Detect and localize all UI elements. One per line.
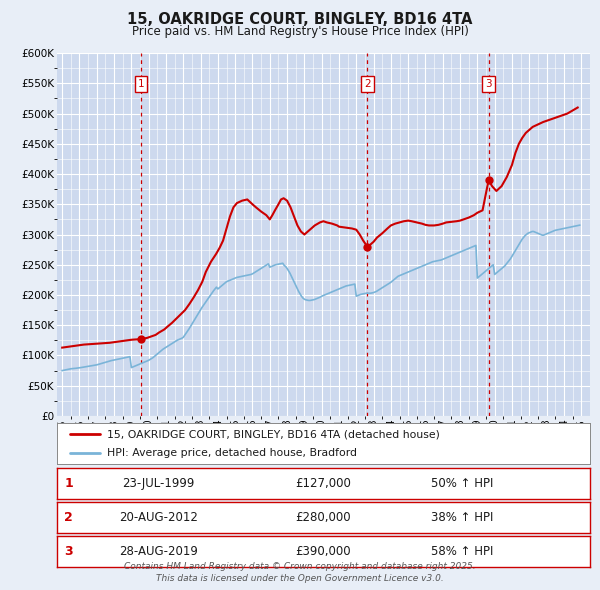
Text: 3: 3 bbox=[485, 79, 492, 89]
Text: 28-AUG-2019: 28-AUG-2019 bbox=[119, 545, 197, 558]
Text: 58% ↑ HPI: 58% ↑ HPI bbox=[431, 545, 493, 558]
Text: Contains HM Land Registry data © Crown copyright and database right 2025.
This d: Contains HM Land Registry data © Crown c… bbox=[124, 562, 476, 583]
Text: 1: 1 bbox=[64, 477, 73, 490]
Text: 38% ↑ HPI: 38% ↑ HPI bbox=[431, 511, 493, 524]
Text: £127,000: £127,000 bbox=[295, 477, 352, 490]
Text: 50% ↑ HPI: 50% ↑ HPI bbox=[431, 477, 493, 490]
Text: £280,000: £280,000 bbox=[296, 511, 351, 524]
Text: Price paid vs. HM Land Registry's House Price Index (HPI): Price paid vs. HM Land Registry's House … bbox=[131, 25, 469, 38]
Text: 15, OAKRIDGE COURT, BINGLEY, BD16 4TA: 15, OAKRIDGE COURT, BINGLEY, BD16 4TA bbox=[127, 12, 473, 27]
Text: 20-AUG-2012: 20-AUG-2012 bbox=[119, 511, 197, 524]
Text: 23-JUL-1999: 23-JUL-1999 bbox=[122, 477, 194, 490]
Text: HPI: Average price, detached house, Bradford: HPI: Average price, detached house, Brad… bbox=[107, 448, 356, 458]
Text: 15, OAKRIDGE COURT, BINGLEY, BD16 4TA (detached house): 15, OAKRIDGE COURT, BINGLEY, BD16 4TA (d… bbox=[107, 429, 439, 439]
Text: 3: 3 bbox=[64, 545, 73, 558]
Text: 1: 1 bbox=[138, 79, 145, 89]
Text: 2: 2 bbox=[364, 79, 371, 89]
Text: 2: 2 bbox=[64, 511, 73, 524]
Text: £390,000: £390,000 bbox=[296, 545, 351, 558]
